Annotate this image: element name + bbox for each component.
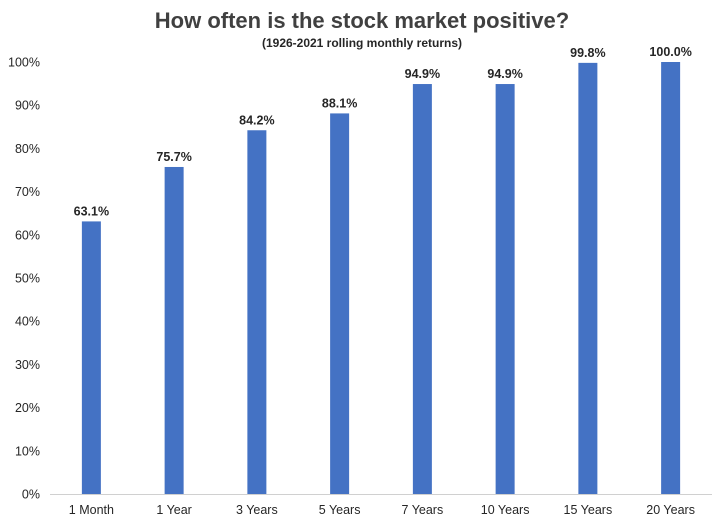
bar — [247, 130, 267, 495]
y-tick-label: 60% — [15, 228, 40, 242]
x-tick-label: 3 Years — [236, 503, 278, 517]
bar — [495, 84, 515, 495]
x-tick-label: 1 Year — [156, 503, 191, 517]
bar — [412, 84, 432, 495]
y-tick-label: 80% — [15, 142, 40, 156]
chart-subtitle: (1926-2021 rolling monthly returns) — [262, 36, 462, 50]
y-tick-label: 0% — [22, 488, 40, 502]
y-tick-label: 40% — [15, 315, 40, 329]
data-label: 88.1% — [322, 96, 357, 110]
bar — [164, 166, 184, 494]
chart-title: How often is the stock market positive? — [155, 8, 569, 33]
y-tick-label: 90% — [15, 99, 40, 113]
data-label: 100.0% — [649, 45, 691, 59]
y-tick-label: 10% — [15, 444, 40, 458]
bar — [81, 221, 101, 494]
x-tick-label: 20 Years — [646, 503, 695, 517]
data-label: 94.9% — [487, 67, 522, 81]
y-tick-label: 70% — [15, 185, 40, 199]
x-tick-label: 1 Month — [69, 503, 114, 517]
y-tick-label: 30% — [15, 358, 40, 372]
x-tick-label: 10 Years — [481, 503, 530, 517]
data-label: 94.9% — [405, 67, 440, 81]
y-axis: 0% 10% 20% 30% 40% 50% 60% 70% 80% 90% 100% — [8, 56, 40, 502]
bar — [661, 62, 681, 494]
y-tick-label: 100% — [8, 56, 40, 70]
data-label: 63.1% — [74, 204, 109, 218]
data-label: 84.2% — [239, 113, 274, 127]
x-tick-label: 5 Years — [319, 503, 361, 517]
bar — [330, 113, 350, 495]
bars-group — [81, 62, 681, 495]
x-tick-label: 7 Years — [402, 503, 444, 517]
y-tick-label: 20% — [15, 401, 40, 415]
data-label: 75.7% — [156, 150, 191, 164]
y-tick-label: 50% — [15, 272, 40, 286]
data-labels-group: 63.1% 75.7% 84.2% 88.1% 94.9% 94.9% 99.8% 100.0… — [74, 45, 692, 218]
data-label: 99.8% — [570, 46, 605, 60]
x-tick-label: 15 Years — [564, 503, 613, 517]
bar — [578, 62, 598, 494]
x-axis: 1 Month 1 Year 3 Years 5 Years 7 Years 10 Yea… — [69, 503, 695, 517]
